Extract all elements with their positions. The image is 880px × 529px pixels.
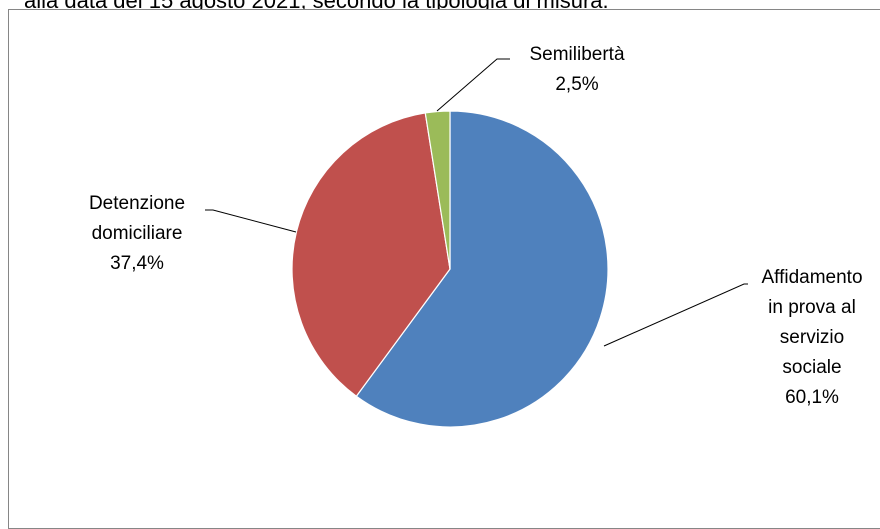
slice-label-0: servizio <box>780 327 844 348</box>
slice-label-0: sociale <box>782 357 841 378</box>
slice-value-label-1: 37,4% <box>110 253 164 274</box>
slice-label-0: in prova al <box>768 297 856 318</box>
slice-label-1: domiciliare <box>92 223 183 244</box>
slice-label-2: Semilibertà <box>529 44 624 65</box>
slice-label-1: Detenzione <box>89 193 185 214</box>
pie-chart: Affidamento in prova al servizio sociale 60,… <box>89 44 863 428</box>
leader-line-0 <box>603 283 748 347</box>
leader-line-2 <box>436 58 510 112</box>
leader-line-1 <box>205 209 297 233</box>
slice-value-label-0: 60,1% <box>785 387 839 408</box>
pie-slice-0 <box>355 110 609 428</box>
slice-value-label-2: 2,5% <box>555 74 598 95</box>
slice-label-0: Affidamento <box>761 267 862 288</box>
pie-slice-1 <box>291 112 451 398</box>
pie-slice-2 <box>424 110 451 270</box>
